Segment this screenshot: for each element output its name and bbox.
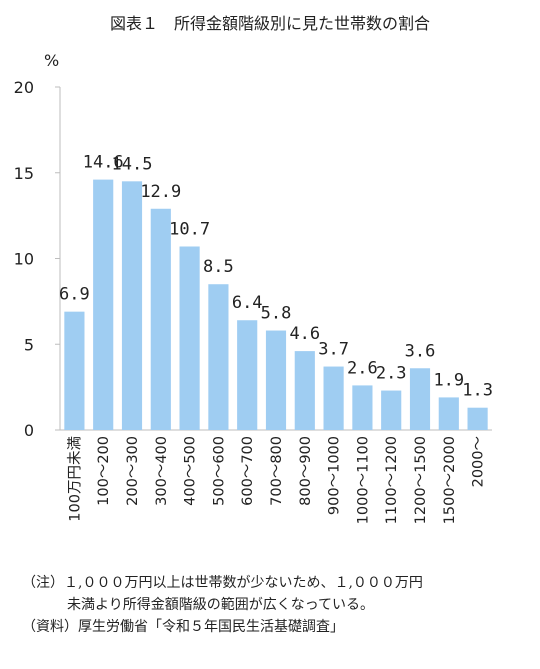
data-label: 14.6 (83, 153, 124, 173)
data-label: 2.6 (347, 358, 378, 378)
note-line-1: （注）１,０００万円以上は世帯数が少ないため、１,０００万円 (22, 575, 423, 591)
data-label: 6.4 (232, 293, 263, 313)
x-tick-label: 800～900 (298, 436, 314, 506)
data-label: 1.3 (462, 381, 493, 401)
y-axis-unit: % (44, 51, 59, 70)
source-line: （資料）厚生労働省「令和５年国民生活基礎調査」 (22, 619, 344, 635)
y-tick-label: 5 (24, 335, 34, 354)
bar (64, 311, 85, 430)
bar (208, 284, 229, 430)
y-tick-label: 10 (14, 250, 34, 269)
x-tick-label: 1000～1100 (355, 436, 371, 524)
bar (352, 385, 373, 430)
x-tick-label: 1200～1500 (413, 436, 429, 524)
bar (381, 390, 402, 430)
y-tick-label: 0 (24, 421, 34, 440)
y-tick-label: 20 (14, 78, 34, 97)
x-tick-label: 200～300 (125, 436, 141, 506)
x-tick-label: 500～600 (211, 436, 227, 506)
y-tick-label: 15 (14, 164, 34, 183)
x-tick-label: 600～700 (240, 436, 256, 506)
x-tick-label: 700～800 (269, 436, 285, 506)
bar (237, 320, 258, 430)
bar (93, 179, 114, 430)
data-label: 12.9 (140, 182, 181, 202)
bar (467, 407, 488, 430)
bar (265, 330, 287, 430)
bar (323, 366, 344, 430)
bar (121, 181, 143, 430)
x-tick-label: 100万円未満 (66, 436, 83, 522)
bar (438, 397, 459, 430)
data-label: 5.8 (261, 304, 292, 324)
data-label: 3.6 (405, 341, 436, 361)
notes: （注）１,０００万円以上は世帯数が少ないため、１,０００万円 未満より所得金額階… (22, 572, 532, 638)
bar (150, 208, 171, 430)
data-label: 14.5 (112, 154, 153, 174)
chart-title: 図表１ 所得金額階級別に見た世帯数の割合 (109, 14, 430, 33)
data-label: 4.6 (289, 324, 320, 344)
x-tick-label: 1100～1200 (384, 436, 400, 524)
data-label: 1.9 (433, 370, 464, 390)
data-label: 6.9 (59, 285, 90, 305)
data-label: 2.3 (376, 364, 407, 384)
bar (409, 368, 431, 430)
data-label: 8.5 (203, 257, 234, 277)
x-tick-label: 900～1000 (327, 436, 343, 515)
data-label: 3.7 (318, 340, 349, 360)
bar (179, 246, 200, 430)
data-label: 10.7 (169, 219, 210, 239)
note-line-2: 未満より所得金額階級の範囲が広くなっている。 (67, 597, 375, 613)
x-tick-label: 1500～2000 (442, 436, 458, 524)
bar (294, 351, 315, 430)
x-tick-label: 2000～ (471, 436, 487, 487)
x-tick-label: 100～200 (96, 436, 112, 506)
x-tick-label: 400～500 (183, 436, 199, 506)
x-tick-label: 300～400 (154, 436, 170, 506)
